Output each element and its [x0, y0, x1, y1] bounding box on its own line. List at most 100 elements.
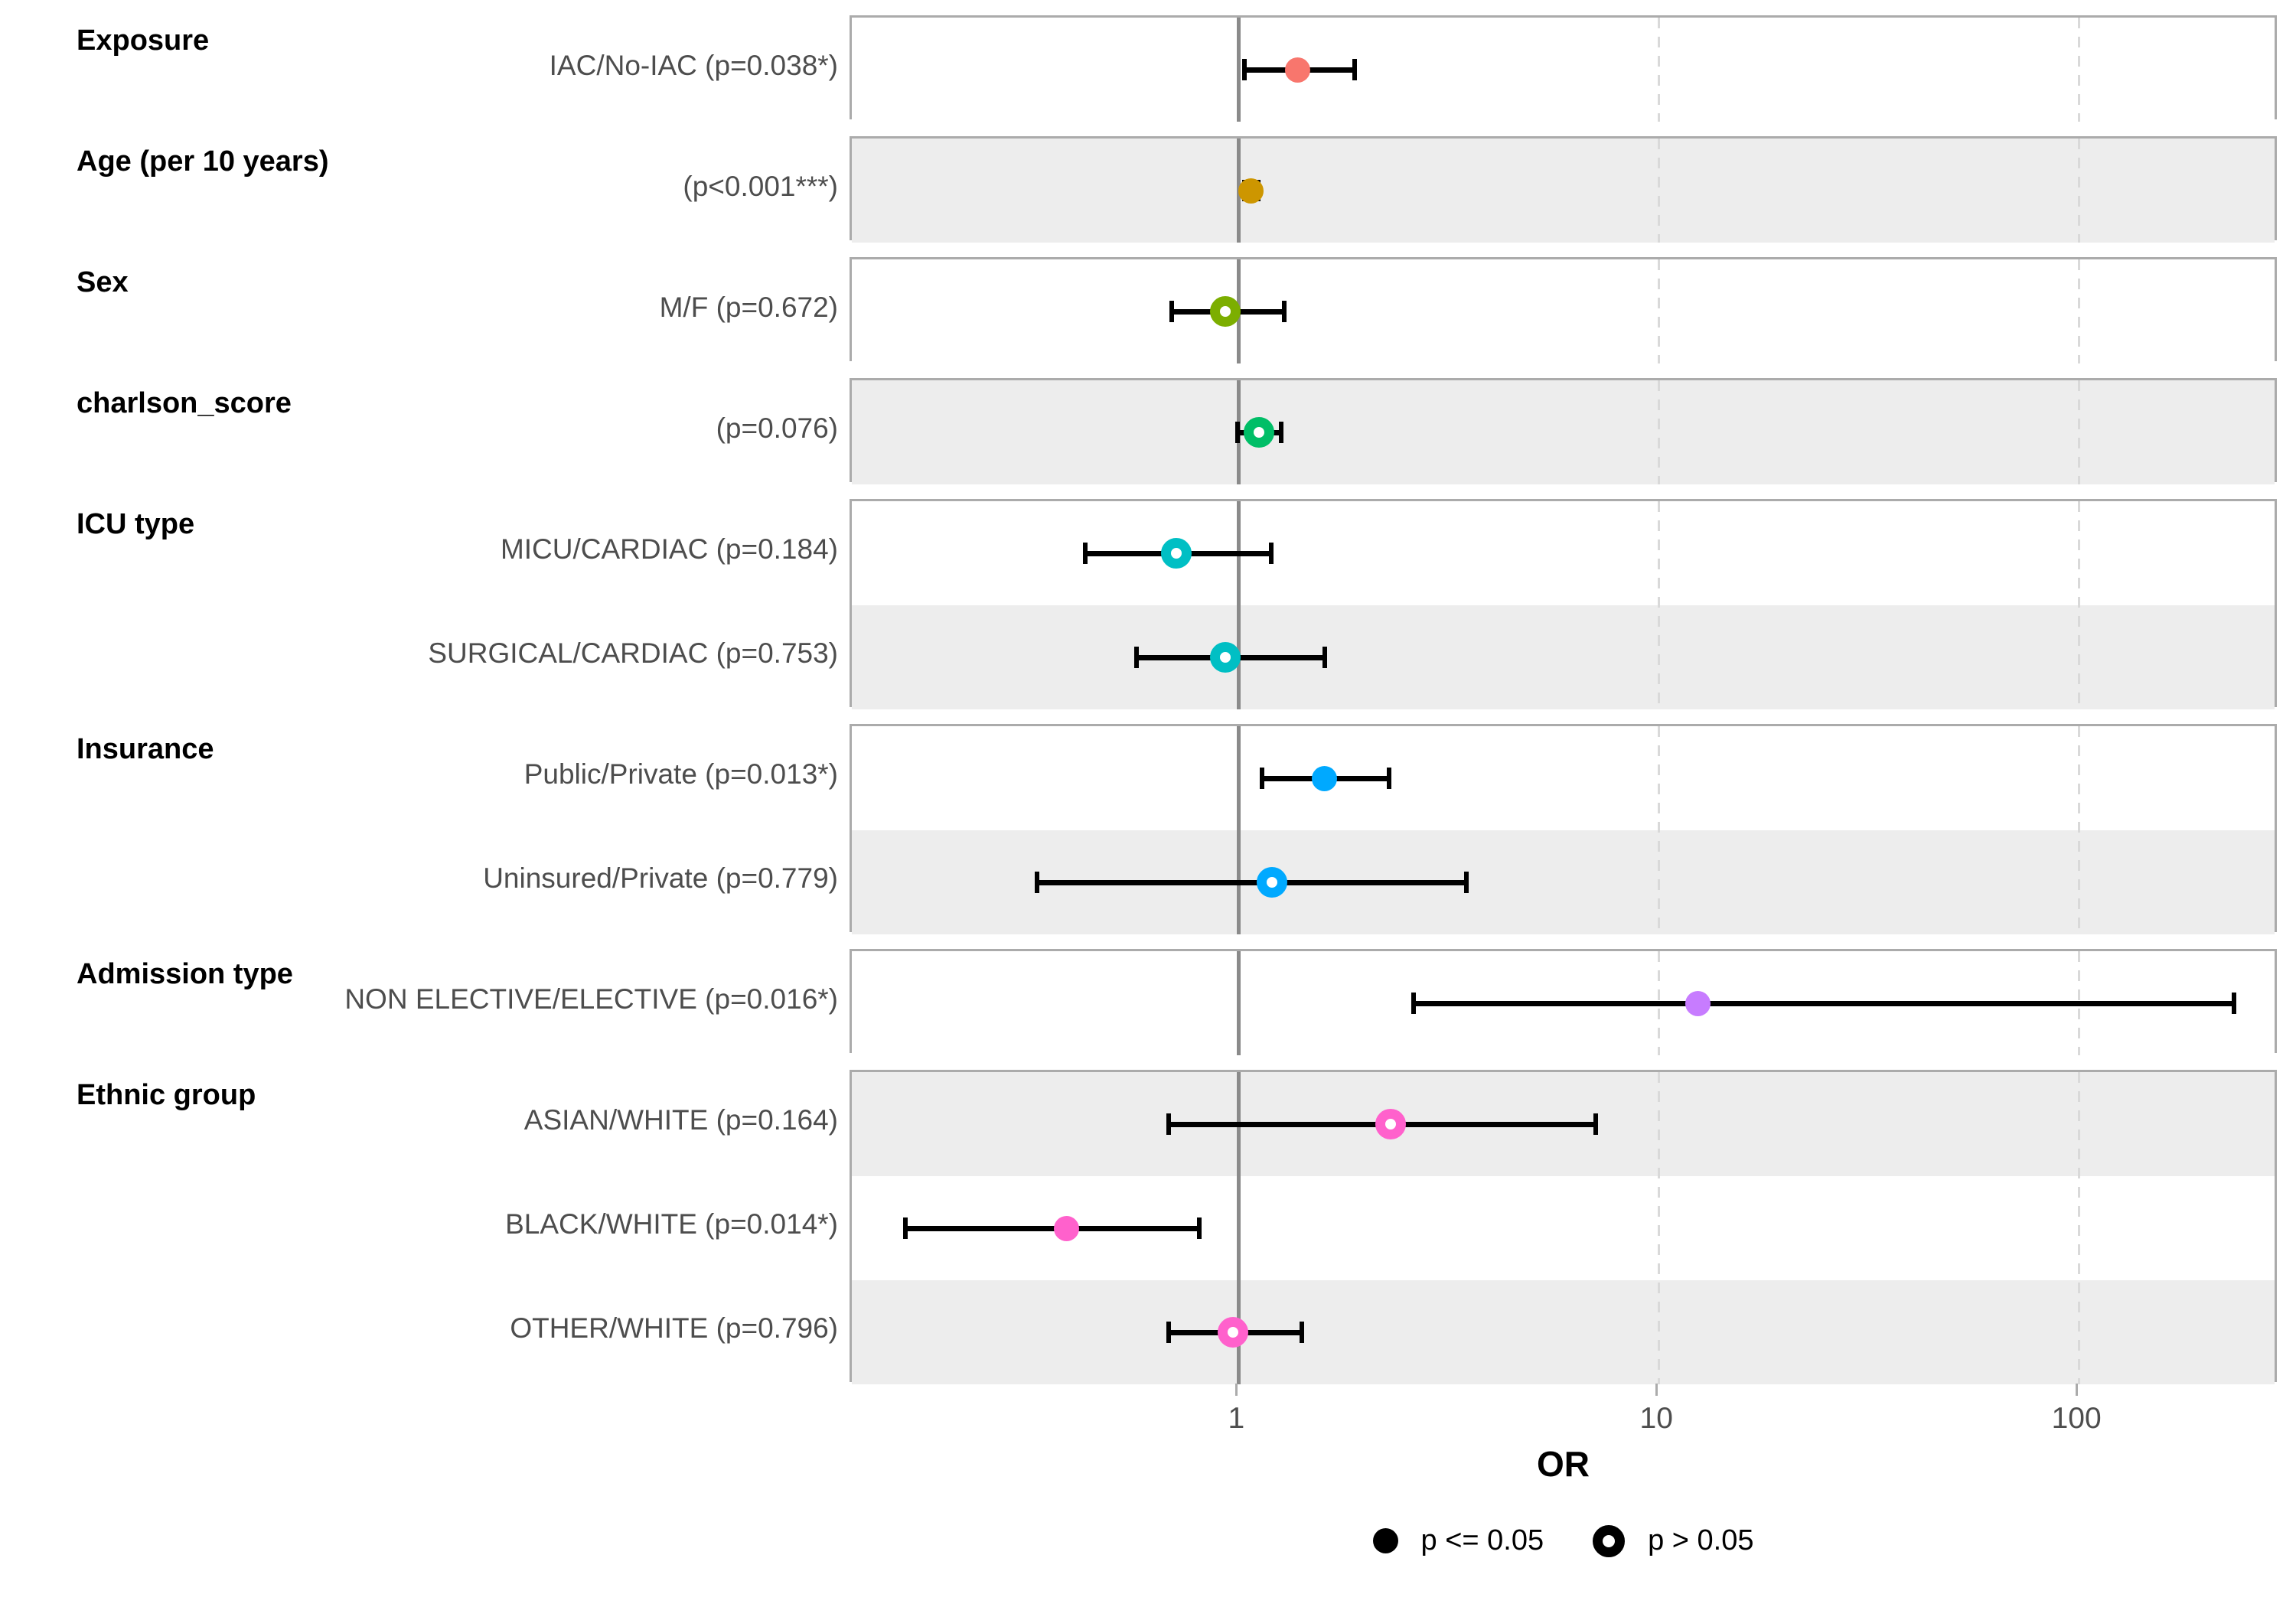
row-label: (p<0.001***)	[683, 171, 838, 202]
ci-cap-left	[1166, 1113, 1172, 1135]
or-point	[1054, 1215, 1080, 1241]
row-stripe	[852, 18, 2275, 122]
ci-cap-right	[1299, 1322, 1304, 1343]
dashed-gridline	[2077, 501, 2080, 709]
or-point	[1375, 1109, 1406, 1139]
ci-cap-left	[902, 1217, 908, 1239]
or-point	[1256, 867, 1287, 898]
row-stripe	[852, 726, 2275, 830]
ci-bar	[1036, 879, 1467, 885]
reference-line-or-1	[1236, 18, 1241, 122]
x-tick-label: 100	[2051, 1402, 2102, 1435]
or-point	[1238, 178, 1264, 204]
reference-line-or-1	[1236, 726, 1241, 934]
dashed-gridline	[1657, 1072, 1660, 1384]
ci-cap-right	[1386, 768, 1391, 789]
legend-item-significant: p <= 0.05	[1372, 1524, 1544, 1557]
dashed-gridline	[1657, 139, 1660, 243]
ci-cap-right	[1268, 543, 1274, 564]
ci-cap-right	[1279, 422, 1284, 443]
ci-bar	[1413, 1000, 2235, 1006]
open-circle-icon	[1593, 1524, 1626, 1557]
ci-cap-left	[1134, 647, 1140, 668]
or-point	[1284, 57, 1310, 83]
ci-cap-left	[1242, 59, 1247, 80]
dashed-gridline	[1657, 259, 1660, 363]
row-label: Uninsured/Private (p=0.779)	[483, 862, 838, 894]
ci-cap-left	[1035, 872, 1040, 893]
x-tick	[2075, 1384, 2078, 1396]
ci-cap-right	[1282, 301, 1287, 322]
row-label: BLACK/WHITE (p=0.014*)	[505, 1208, 838, 1240]
row-stripe	[852, 1280, 2275, 1384]
or-point	[1160, 538, 1192, 569]
x-tick	[1655, 1384, 1658, 1396]
row-stripe	[852, 605, 2275, 709]
dashed-gridline	[1657, 501, 1660, 709]
dashed-gridline	[2077, 1072, 2080, 1384]
dashed-gridline	[1657, 726, 1660, 934]
x-tick	[1234, 1384, 1238, 1396]
row-label: OTHER/WHITE (p=0.796)	[510, 1312, 838, 1344]
row-label: NON ELECTIVE/ELECTIVE (p=0.016*)	[344, 983, 838, 1015]
ci-cap-left	[1166, 1322, 1172, 1343]
dashed-gridline	[1657, 18, 1660, 122]
ci-cap-right	[1322, 647, 1327, 668]
forest-panel	[850, 949, 2277, 1055]
group-title: Insurance	[77, 733, 214, 765]
x-tick-label: 1	[1228, 1402, 1245, 1435]
dashed-gridline	[2077, 380, 2080, 484]
ci-cap-right	[1352, 59, 1358, 80]
group-title: Admission type	[77, 958, 293, 990]
legend-label: p > 0.05	[1648, 1524, 1754, 1556]
row-stripe	[852, 501, 2275, 605]
row-label: (p=0.076)	[716, 412, 838, 444]
forest-panel	[850, 257, 2277, 363]
ci-cap-left	[1169, 301, 1174, 322]
ci-cap-left	[1083, 543, 1088, 564]
group-title: Exposure	[77, 24, 210, 57]
group-title: Ethnic group	[77, 1079, 256, 1111]
legend-label: p <= 0.05	[1420, 1524, 1544, 1556]
ci-cap-left	[1411, 993, 1417, 1014]
reference-line-or-1	[1236, 951, 1241, 1055]
ci-cap-right	[2231, 993, 2236, 1014]
ci-cap-left	[1235, 422, 1240, 443]
row-label: Public/Private (p=0.013*)	[523, 758, 838, 790]
ci-cap-right	[1593, 1113, 1598, 1135]
group-title: Age (per 10 years)	[77, 145, 329, 178]
forest-panel	[850, 15, 2277, 122]
ci-cap-right	[1197, 1217, 1202, 1239]
row-stripe	[852, 259, 2275, 363]
x-axis-title: OR	[1537, 1444, 1590, 1484]
ci-cap-right	[1464, 872, 1469, 893]
or-point	[1218, 1317, 1249, 1348]
row-label: ASIAN/WHITE (p=0.164)	[523, 1104, 838, 1136]
row-label: SURGICAL/CARDIAC (p=0.753)	[428, 637, 838, 669]
dashed-gridline	[2077, 726, 2080, 934]
dashed-gridline	[2077, 259, 2080, 363]
row-label: MICU/CARDIAC (p=0.184)	[500, 533, 838, 565]
dashed-gridline	[1657, 380, 1660, 484]
filled-circle-icon	[1372, 1528, 1398, 1553]
forest-panel	[850, 499, 2277, 709]
ci-cap-left	[1259, 768, 1264, 789]
or-point	[1210, 296, 1241, 327]
row-stripe	[852, 380, 2275, 484]
reference-line-or-1	[1236, 1072, 1241, 1384]
row-stripe	[852, 139, 2275, 243]
or-point	[1311, 765, 1337, 791]
forest-panel	[850, 378, 2277, 484]
forest-panel	[850, 724, 2277, 934]
row-label: IAC/No-IAC (p=0.038*)	[549, 50, 838, 81]
group-title: ICU type	[77, 508, 195, 540]
forest-panel	[850, 136, 2277, 243]
legend: p <= 0.05 p > 0.05	[850, 1524, 2277, 1557]
group-title: charlson_score	[77, 387, 292, 419]
row-label: M/F (p=0.672)	[659, 292, 838, 323]
ci-bar	[904, 1225, 1201, 1231]
or-point	[1685, 990, 1711, 1016]
legend-item-not-significant: p > 0.05	[1593, 1524, 1754, 1557]
or-point	[1210, 642, 1241, 673]
